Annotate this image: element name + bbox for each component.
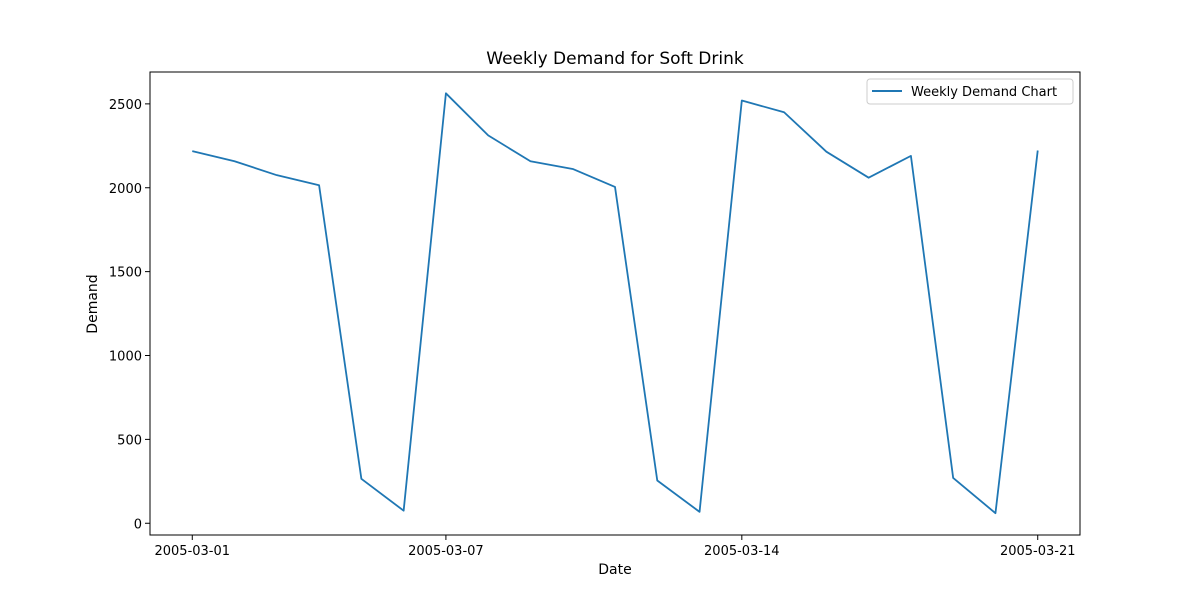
legend: Weekly Demand Chart: [866, 78, 1074, 105]
y-axis-label: Demand: [85, 274, 101, 333]
x-tick-label: 2005-03-07: [408, 544, 484, 559]
series-line: [192, 92, 1039, 515]
chart-title: Weekly Demand for Soft Drink: [486, 49, 744, 69]
y-axis: 0 500 1000 1500 2000 2500: [109, 98, 150, 532]
y-tick-label: 1000: [109, 350, 142, 365]
x-tick-label: 2005-03-01: [154, 544, 230, 559]
y-tick-label: 0: [134, 517, 142, 532]
x-tick-label: 2005-03-21: [1000, 544, 1076, 559]
x-axis: 2005-03-01 2005-03-07 2005-03-14 2005-03-21: [154, 535, 1076, 559]
plot-frame: [149, 71, 1081, 536]
legend-label: Weekly Demand Chart: [911, 85, 1057, 100]
legend-box: [866, 78, 1074, 105]
x-axis-label: Date: [598, 562, 631, 578]
y-tick-label: 2500: [109, 98, 142, 113]
x-tick-label: 2005-03-14: [704, 544, 780, 559]
y-tick-label: 1500: [109, 266, 142, 281]
y-tick-label: 500: [117, 433, 142, 448]
y-tick-label: 2000: [109, 182, 142, 197]
